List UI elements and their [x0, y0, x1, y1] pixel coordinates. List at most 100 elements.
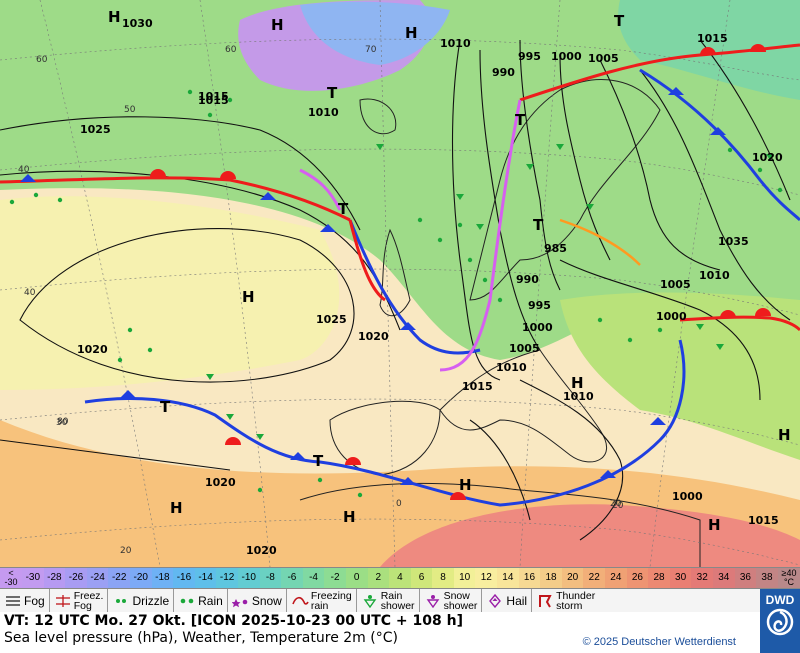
- lat-label: 60: [225, 45, 237, 55]
- isobar-label: 995: [528, 299, 551, 312]
- isobar-label: 1020: [246, 544, 277, 557]
- map-footer: VT: 12 UTC Mo. 27 Okt. [ICON 2025-10-23 …: [0, 612, 760, 653]
- precipitation-symbols: [9, 89, 783, 498]
- legend-fog: Fog: [0, 589, 50, 612]
- lat-label: 30: [56, 418, 68, 428]
- isobar-label: 990: [516, 273, 539, 286]
- legend-label: Thunder storm: [556, 589, 596, 612]
- legend-label: Fog: [24, 593, 45, 608]
- isobar-label: 1010: [699, 269, 730, 282]
- low-label: T: [160, 398, 171, 416]
- scale-cell: -22: [108, 568, 130, 588]
- scale-cell: -4: [302, 568, 325, 588]
- scale-cell: -16: [173, 568, 195, 588]
- legend-label: Freez. Fog: [73, 589, 104, 612]
- scale-cell-min: < -30: [0, 568, 22, 588]
- valid-time-line: VT: 12 UTC Mo. 27 Okt. [ICON 2025-10-23 …: [4, 613, 463, 629]
- high-label: H: [571, 374, 584, 392]
- high-label: H: [343, 508, 356, 526]
- isobar-label: 1015: [748, 514, 779, 527]
- temperature-field-africa: [380, 504, 800, 567]
- trough-line: [559, 218, 641, 266]
- temperature-scale: < -30 -30 -28 -26 -24 -22 -20 -18 -16 -14 -12 -10-…: [0, 567, 800, 589]
- scale-cell-max: ≥40 °C: [778, 568, 800, 588]
- isobar-label: 1005: [588, 52, 619, 65]
- scale-cell: -20: [129, 568, 152, 588]
- thunderstorm-icon: [536, 594, 554, 608]
- lat-label: 80: [57, 417, 69, 427]
- cold-front-biscay: [348, 219, 481, 355]
- isobar-label: 1025: [80, 123, 111, 136]
- scale-cell: 16: [518, 568, 541, 588]
- isobar-label: 1000: [672, 490, 703, 503]
- temperature-field-north: [0, 0, 800, 360]
- high-label: H: [459, 476, 472, 494]
- lat-label: 70: [365, 45, 377, 55]
- coastline-scandinavia: [469, 79, 661, 301]
- freezing-rain-icon: [291, 594, 309, 608]
- temperature-field-cold-2: [300, 1, 450, 65]
- isobar-label: 1035: [718, 235, 749, 248]
- scale-cell: 18: [540, 568, 562, 588]
- chart-description: Sea level pressure (hPa), Weather, Tempe…: [4, 630, 398, 646]
- isobar-label: 1000: [656, 310, 687, 323]
- dwd-logo-text: DWD: [765, 593, 795, 607]
- warm-front-europe: [348, 219, 386, 302]
- isobar-label: 1010: [496, 361, 527, 374]
- legend-snow: Snow: [228, 589, 287, 612]
- coastline-greenland-iceland: [359, 98, 397, 135]
- lat-label: 20: [612, 501, 624, 511]
- low-label: T: [533, 216, 544, 234]
- rain-shower-icon: [361, 594, 379, 608]
- isobar-label: 1000: [522, 321, 553, 334]
- high-label: H: [271, 16, 284, 34]
- low-label: T: [327, 84, 338, 102]
- drizzle-icon: [112, 594, 130, 608]
- weather-legend: Fog Freez. Fog Drizzle Rain Snow Freezin…: [0, 589, 760, 613]
- scale-cell: 12: [475, 568, 498, 588]
- scale-cell: 32: [691, 568, 713, 588]
- freezing-fog-icon: [54, 594, 72, 608]
- isobar-label: 1010: [563, 390, 594, 403]
- scale-cell: 22: [583, 568, 606, 588]
- scale-cell: 4: [389, 568, 411, 588]
- legend-rain: Rain: [174, 589, 228, 612]
- legend-label: Snow: [251, 593, 282, 608]
- scale-cell: 38: [756, 568, 778, 588]
- legend-label: Freezing rain: [310, 589, 352, 612]
- isobar-label: 1010: [440, 37, 471, 50]
- isobar-label: 1020: [205, 476, 236, 489]
- scale-cell: -12: [216, 568, 238, 588]
- high-label: H: [708, 516, 721, 534]
- low-label: T: [614, 12, 625, 30]
- dwd-logo: DWD: [760, 589, 800, 653]
- warm-front-east-north: [519, 43, 800, 102]
- low-label: T: [515, 111, 526, 129]
- scale-cell: 10: [453, 568, 476, 588]
- scale-cell: 8: [432, 568, 454, 588]
- legend-freezing-rain: Freezing rain: [287, 589, 357, 612]
- legend-rain-shower: Rain shower: [357, 589, 420, 612]
- scale-cell: 36: [734, 568, 757, 588]
- scale-cell: 6: [410, 568, 433, 588]
- scale-cell: -8: [259, 568, 282, 588]
- lat-label: 20: [610, 499, 622, 509]
- isobar-label: 995: [518, 50, 541, 63]
- cold-front-mediterranean: [84, 339, 686, 507]
- high-label: H: [170, 499, 183, 517]
- scale-cell: -2: [324, 568, 346, 588]
- scale-cell: 20: [561, 568, 584, 588]
- occluded-front-north: [299, 168, 342, 211]
- isobar-label: 990: [492, 66, 515, 79]
- isobar-label: 985: [544, 242, 567, 255]
- coastline-continent: [439, 349, 607, 463]
- warm-front-east-south: [679, 315, 800, 332]
- occluded-front-scandinavia: [439, 99, 522, 372]
- lat-label: 40: [18, 165, 30, 175]
- scale-cell: 0: [345, 568, 368, 588]
- front-symbols: [20, 44, 771, 500]
- legend-label: Drizzle: [132, 593, 170, 608]
- scale-cell: -24: [86, 568, 109, 588]
- high-label: H: [778, 426, 791, 444]
- legend-thunderstorm: Thunder storm: [532, 589, 599, 612]
